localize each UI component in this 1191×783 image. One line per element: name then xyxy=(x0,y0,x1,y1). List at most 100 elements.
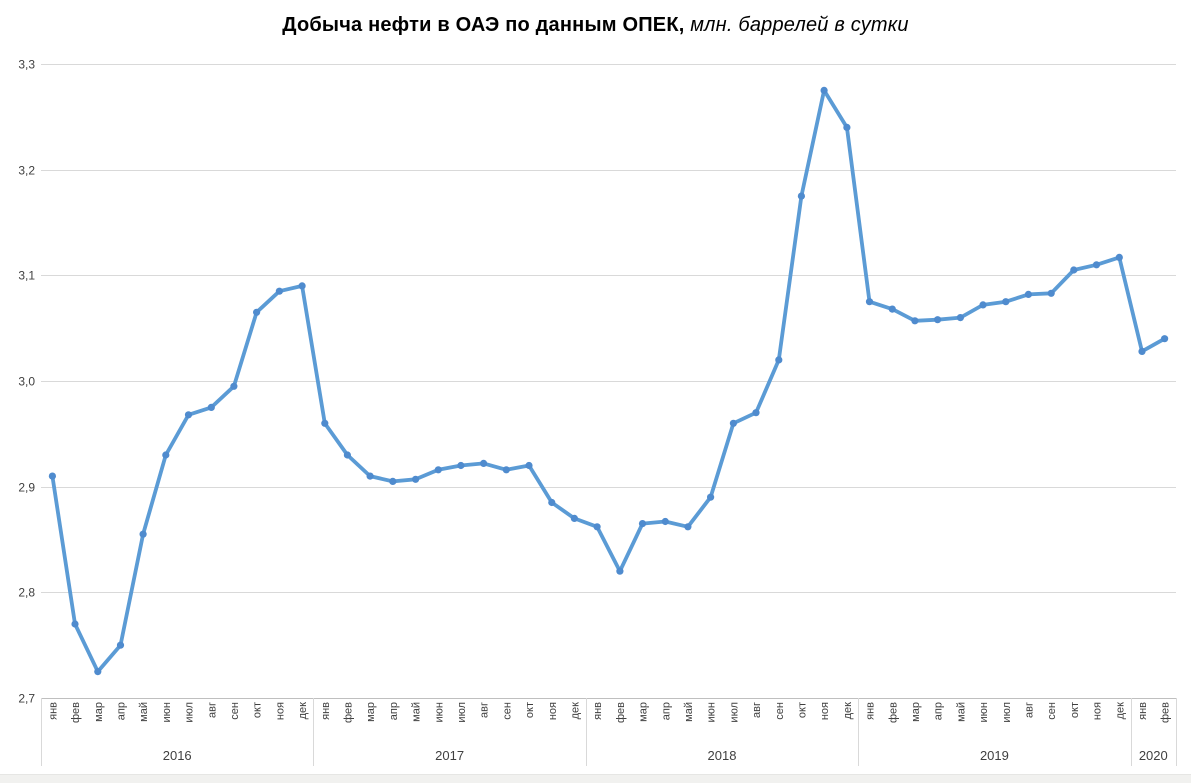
data-point-marker xyxy=(1092,261,1101,269)
data-point-marker xyxy=(412,475,420,483)
month-label: сен xyxy=(1046,702,1058,720)
month-label: май xyxy=(683,702,695,722)
data-point-marker xyxy=(593,523,601,531)
y-tick-label: 2,7 xyxy=(18,692,35,706)
month-label: окт xyxy=(524,702,536,718)
month-label: сен xyxy=(774,702,786,720)
data-point-marker xyxy=(956,314,965,322)
month-label: окт xyxy=(796,702,808,718)
month-label: окт xyxy=(252,702,264,718)
month-label: апр xyxy=(660,702,672,720)
data-point-marker xyxy=(366,472,374,480)
data-point-marker xyxy=(684,523,692,531)
data-point-marker xyxy=(1138,347,1146,355)
year-label: 2017 xyxy=(435,748,464,763)
month-label: июн xyxy=(161,702,173,722)
month-label: янв xyxy=(865,702,877,720)
month-label: ноя xyxy=(1092,702,1104,720)
month-label: май xyxy=(411,702,423,722)
data-point-marker xyxy=(116,641,125,649)
month-label: июн xyxy=(433,702,445,722)
year-label: 2020 xyxy=(1139,748,1168,763)
month-label: май xyxy=(138,702,150,722)
month-label: дек xyxy=(297,702,309,720)
month-label: фев xyxy=(1160,702,1172,723)
month-label: авг xyxy=(1023,702,1035,718)
month-label: фев xyxy=(342,702,354,723)
chart-title-main: Добыча нефти в ОАЭ по данным ОПЕК, xyxy=(282,14,685,36)
month-label: фев xyxy=(887,702,899,723)
data-point-marker xyxy=(979,301,987,309)
month-label: мар xyxy=(93,702,105,722)
data-point-marker xyxy=(934,316,942,324)
month-label: сен xyxy=(229,702,241,720)
month-label: сен xyxy=(501,702,513,720)
data-point-marker xyxy=(820,86,828,94)
chart-title-units: млн. баррелей в сутки xyxy=(684,14,909,36)
data-point-marker xyxy=(729,419,738,427)
data-point-marker xyxy=(888,305,896,313)
data-point-marker xyxy=(638,520,647,528)
data-point-marker xyxy=(94,668,102,676)
data-point-marker xyxy=(843,123,851,131)
data-point-marker xyxy=(457,461,465,470)
data-point-marker xyxy=(661,517,669,526)
month-label: янв xyxy=(320,702,332,720)
data-point-marker xyxy=(502,466,510,474)
month-label: янв xyxy=(592,702,604,720)
year-label: 2016 xyxy=(163,748,192,763)
month-label: ноя xyxy=(547,702,559,720)
month-label: мар xyxy=(638,702,650,722)
month-label: июл xyxy=(184,702,196,723)
y-tick-label: 2,9 xyxy=(18,481,35,495)
data-point-marker xyxy=(253,308,261,316)
month-label: окт xyxy=(1069,702,1081,718)
month-label: июл xyxy=(728,702,740,723)
y-tick-label: 3,0 xyxy=(18,375,35,389)
month-label: дек xyxy=(569,702,581,720)
data-point-marker xyxy=(1047,289,1055,297)
month-label: дек xyxy=(842,702,854,720)
bottom-strip xyxy=(0,774,1191,783)
y-tick-label: 2,8 xyxy=(18,586,35,600)
data-point-marker xyxy=(184,411,193,419)
month-label: мар xyxy=(910,702,922,722)
data-point-marker xyxy=(71,620,79,628)
y-tick-label: 3,3 xyxy=(18,58,35,72)
data-point-marker xyxy=(343,451,351,459)
month-label: май xyxy=(955,702,967,722)
y-tick-label: 3,1 xyxy=(18,269,35,283)
data-point-marker xyxy=(139,530,147,538)
month-label: июл xyxy=(456,702,468,723)
data-point-marker xyxy=(275,287,283,295)
month-label: апр xyxy=(116,702,128,720)
month-label: июл xyxy=(1001,702,1013,723)
month-label: ноя xyxy=(819,702,831,720)
month-label: июн xyxy=(978,702,990,722)
data-point-marker xyxy=(1070,266,1078,274)
data-point-marker xyxy=(752,409,760,417)
data-point-marker xyxy=(207,403,215,411)
y-tick-label: 3,2 xyxy=(18,164,35,178)
data-point-marker xyxy=(1002,298,1010,306)
data-point-marker xyxy=(48,472,57,480)
month-label: фев xyxy=(615,702,627,723)
data-point-marker xyxy=(707,493,715,501)
data-point-marker xyxy=(865,298,874,306)
month-label: фев xyxy=(70,702,82,723)
series-line xyxy=(50,88,1167,674)
year-label: 2019 xyxy=(980,748,1009,763)
data-point-marker xyxy=(298,282,306,290)
month-label: ноя xyxy=(274,702,286,720)
data-point-marker xyxy=(480,459,488,467)
data-point-marker xyxy=(1024,290,1032,298)
chart-title: Добыча нефти в ОАЭ по данным ОПЕК, млн. … xyxy=(0,14,1191,37)
month-label: авг xyxy=(751,702,763,718)
month-label: июн xyxy=(706,702,718,722)
data-point-marker xyxy=(434,466,442,474)
data-point-marker xyxy=(321,419,329,427)
data-point-marker xyxy=(911,317,919,325)
year-label: 2018 xyxy=(708,748,737,763)
